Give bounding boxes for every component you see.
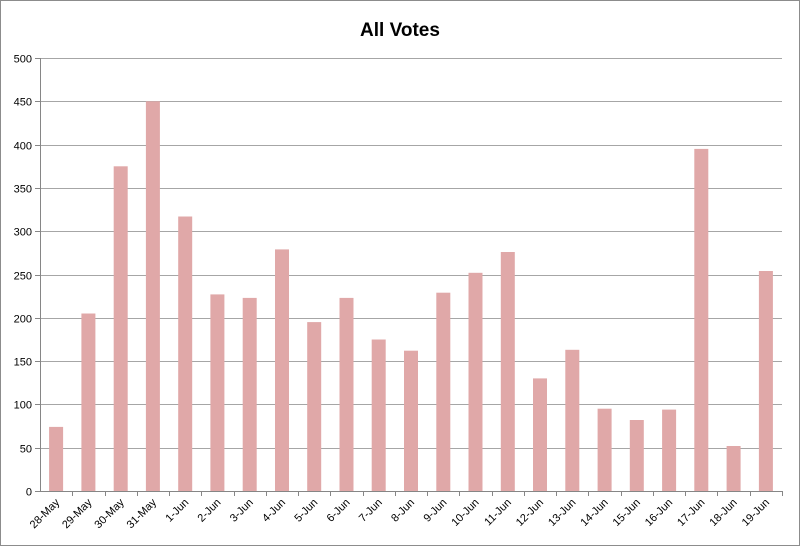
gridlines <box>35 58 782 492</box>
x-tick-label: 1-Jun <box>163 497 191 525</box>
x-tick-label: 29-May <box>60 496 95 531</box>
x-tick-label: 12-Jun <box>514 497 546 529</box>
y-tick-label: 50 <box>20 444 32 456</box>
bar-1-Jun <box>178 216 193 491</box>
x-tick-label: 4-Jun <box>260 497 288 525</box>
y-tick-label: 0 <box>26 487 32 499</box>
x-tick-label: 17-Jun <box>675 497 707 529</box>
bar-17-Jun <box>694 148 709 491</box>
y-axis-tick-labels: 0 50 100 150 200 250 300 350 400 450 500 <box>14 54 32 499</box>
y-tick-label: 150 <box>14 357 32 369</box>
bar-15-Jun <box>629 420 644 491</box>
bar-10-Jun <box>468 272 483 491</box>
y-tick-label: 200 <box>14 314 32 326</box>
y-tick-label: 250 <box>14 271 32 283</box>
axes <box>35 58 783 496</box>
x-tick-label: 2-Jun <box>196 497 224 525</box>
x-tick-label: 19-Jun <box>740 497 772 529</box>
bar-13-Jun <box>565 349 580 491</box>
bar-6-Jun <box>339 297 354 491</box>
y-tick-label: 300 <box>14 227 32 239</box>
y-tick-label: 400 <box>14 141 32 153</box>
bar-11-Jun <box>500 252 515 491</box>
x-tick-label: 14-Jun <box>578 497 610 529</box>
x-tick-label: 5-Jun <box>292 497 320 525</box>
chart-title: All Votes <box>360 20 440 41</box>
bar-9-Jun <box>436 292 451 491</box>
x-tick-label: 9-Jun <box>421 497 449 525</box>
bar-7-Jun <box>371 339 386 491</box>
x-tick-label: 6-Jun <box>325 497 353 525</box>
bar-12-Jun <box>533 378 547 491</box>
y-tick-label: 350 <box>14 184 32 196</box>
bar-3-Jun <box>242 297 257 491</box>
bar-19-Jun <box>758 271 773 491</box>
bar-16-Jun <box>662 409 677 491</box>
bar-18-Jun <box>726 446 741 491</box>
x-tick-label: 13-Jun <box>546 497 578 529</box>
x-tick-label: 7-Jun <box>357 497 385 525</box>
bar-14-Jun <box>597 408 612 491</box>
x-tick-label: 8-Jun <box>389 497 417 525</box>
x-tick-label: 10-Jun <box>449 497 481 529</box>
y-tick-label: 500 <box>14 54 32 66</box>
y-tick-label: 450 <box>14 97 32 109</box>
bar-31-May <box>145 101 160 492</box>
x-tick-label: 3-Jun <box>228 497 256 525</box>
bar-29-May <box>81 313 96 491</box>
bars <box>49 101 773 492</box>
x-tick-label: 30-May <box>92 496 127 531</box>
bar-8-Jun <box>404 350 418 491</box>
bar-30-May <box>113 166 128 492</box>
bar-28-May <box>49 426 64 491</box>
x-tick-label: 31-May <box>125 496 160 531</box>
bar-2-Jun <box>210 294 225 491</box>
y-tick-label: 100 <box>14 400 32 412</box>
x-tick-label: 15-Jun <box>611 497 643 529</box>
x-tick-label: 11-Jun <box>482 497 514 529</box>
x-tick-label: 16-Jun <box>643 497 675 529</box>
bar-5-Jun <box>307 322 322 491</box>
bar-4-Jun <box>275 249 289 491</box>
x-tick-label: 18-Jun <box>707 497 739 529</box>
x-tick-label: 28-May <box>28 496 63 531</box>
